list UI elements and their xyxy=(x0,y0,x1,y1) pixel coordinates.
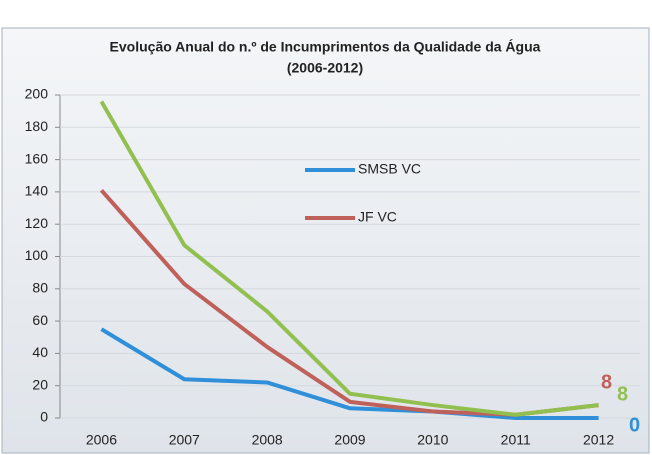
data-label: 8 xyxy=(601,371,612,393)
x-tick-label: 2007 xyxy=(169,432,200,448)
x-tick-label: 2010 xyxy=(417,432,448,448)
x-tick-label: 2009 xyxy=(334,432,365,448)
data-label: 8 xyxy=(617,383,628,405)
series-line xyxy=(99,100,599,417)
y-tick-label: 120 xyxy=(25,215,49,231)
y-tick-label: 140 xyxy=(25,183,49,199)
data-label: 0 xyxy=(629,414,640,436)
chart-frame xyxy=(1,27,650,454)
y-tick-label: 100 xyxy=(25,247,49,263)
legend-label: SMSB VC xyxy=(358,161,421,177)
chart-subtitle: (2006-2012) xyxy=(287,60,363,76)
series-line xyxy=(100,327,599,420)
y-tick-label: 40 xyxy=(32,344,48,360)
y-tick-label: 20 xyxy=(32,376,48,392)
y-tick-label: 200 xyxy=(25,86,49,102)
chart-title: Evolução Anual do n.º de Incumprimentos … xyxy=(110,39,541,55)
y-tick-label: 0 xyxy=(40,409,48,425)
y-tick-label: 160 xyxy=(25,150,49,166)
legend-label: JF VC xyxy=(358,209,397,225)
x-tick-label: 2012 xyxy=(583,432,614,448)
x-tick-label: 2006 xyxy=(86,432,117,448)
x-tick-label: 2011 xyxy=(501,432,531,448)
x-tick-label: 2008 xyxy=(252,432,283,448)
y-tick-label: 180 xyxy=(25,118,49,134)
y-tick-label: 60 xyxy=(32,312,48,328)
y-tick-label: 80 xyxy=(32,280,48,296)
